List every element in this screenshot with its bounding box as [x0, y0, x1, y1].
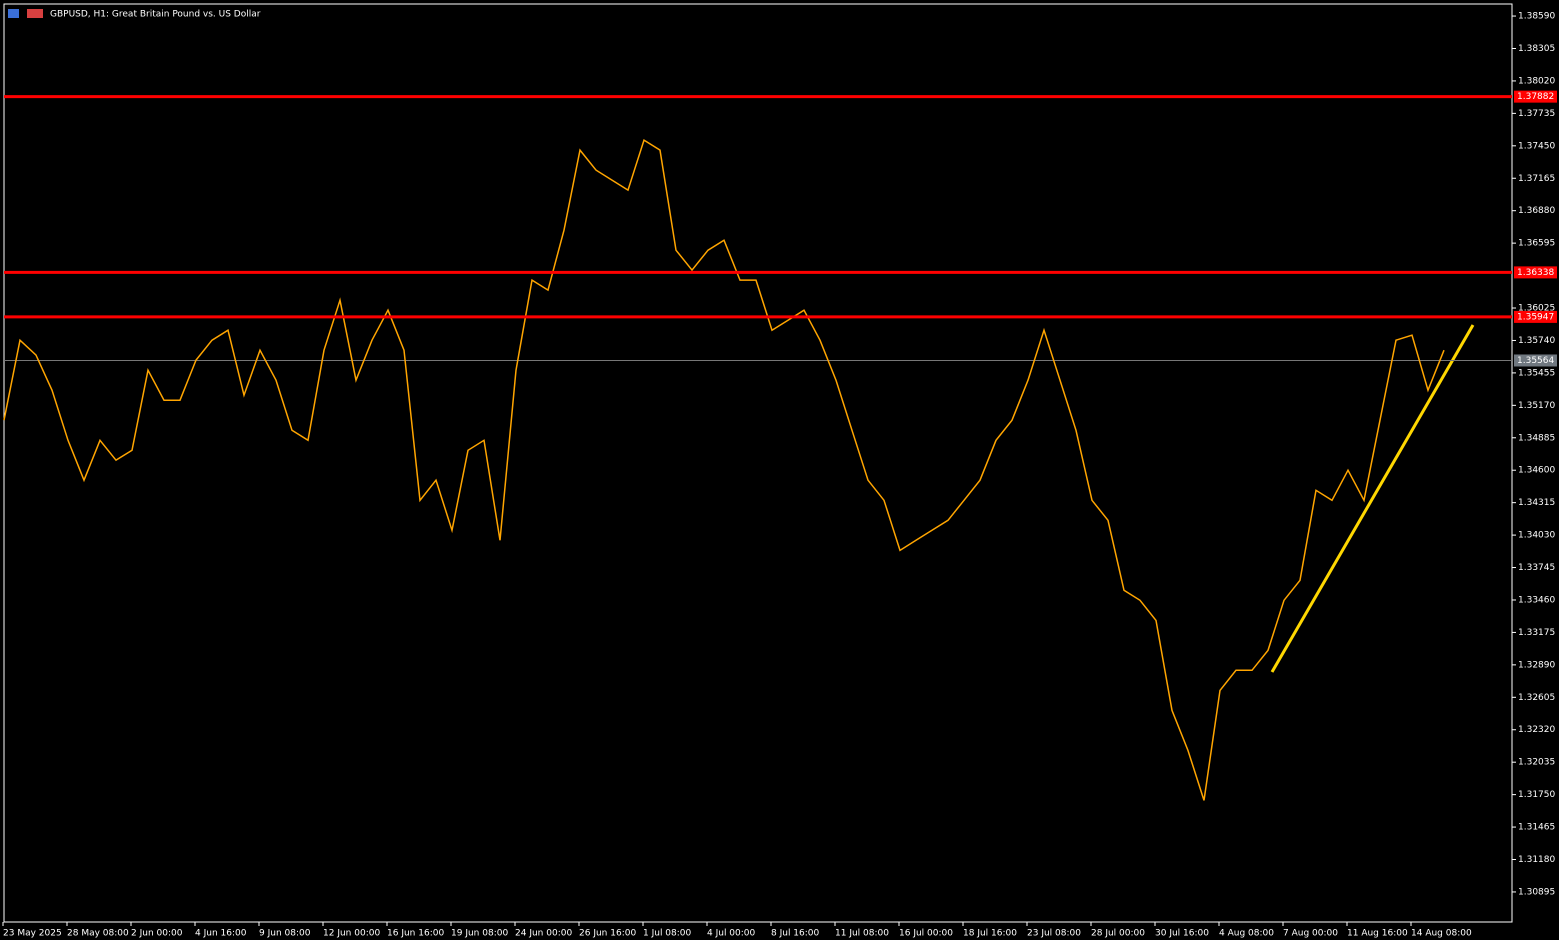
y-tick-label: 1.33460	[1518, 595, 1555, 605]
x-tick-label: 11 Jul 08:00	[835, 929, 889, 939]
x-tick-label: 4 Jun 16:00	[195, 929, 247, 939]
y-tick-label: 1.31465	[1518, 823, 1555, 833]
y-tick-label: 1.35740	[1518, 336, 1555, 346]
y-tick-label: 1.32035	[1518, 758, 1555, 768]
y-tick-label: 1.32320	[1518, 725, 1555, 735]
level-label: 1.35947	[1517, 312, 1554, 322]
y-tick-label: 1.33745	[1518, 563, 1555, 573]
y-tick-label: 1.34030	[1518, 531, 1555, 541]
y-tick-label: 1.35170	[1518, 401, 1555, 411]
x-tick-label: 4 Aug 08:00	[1219, 929, 1274, 939]
y-tick-label: 1.38305	[1518, 44, 1555, 54]
level-label: 1.37882	[1517, 92, 1554, 102]
x-tick-label: 7 Aug 00:00	[1283, 929, 1338, 939]
x-tick-label: 4 Jul 00:00	[707, 929, 756, 939]
y-tick-label: 1.36595	[1518, 239, 1555, 249]
y-tick-label: 1.35455	[1518, 368, 1555, 378]
price-label-bg	[1514, 354, 1557, 367]
x-tick-label: 26 Jun 16:00	[579, 929, 636, 939]
y-tick-label: 1.32890	[1518, 660, 1555, 670]
x-tick-label: 19 Jun 08:00	[451, 929, 508, 939]
x-tick-label: 1 Jul 08:00	[643, 929, 692, 939]
y-tick-label: 1.38590	[1518, 12, 1555, 22]
y-tick-label: 1.37450	[1518, 141, 1555, 151]
chart-title: GBPUSD, H1: Great Britain Pound vs. US D…	[50, 10, 261, 20]
level-label-bg	[1514, 266, 1557, 279]
y-tick-label: 1.32605	[1518, 693, 1555, 703]
current-price-label: 1.35564	[1517, 356, 1554, 366]
y-tick-label: 1.34315	[1518, 498, 1555, 508]
y-tick-label: 1.30895	[1518, 887, 1555, 897]
y-tick-label: 1.36880	[1518, 206, 1555, 216]
x-tick-label: 14 Aug 08:00	[1411, 929, 1472, 939]
x-tick-label: 12 Jun 00:00	[323, 929, 380, 939]
x-tick-label: 16 Jul 00:00	[899, 929, 953, 939]
y-tick-label: 1.31750	[1518, 790, 1555, 800]
x-tick-label: 9 Jun 08:00	[259, 929, 311, 939]
x-tick-label: 23 Jul 08:00	[1027, 929, 1081, 939]
level-label-bg	[1514, 310, 1557, 323]
x-tick-label: 23 May 2025	[3, 929, 62, 939]
y-tick-label: 1.34600	[1518, 466, 1555, 476]
x-tick-label: 24 Jun 00:00	[515, 929, 572, 939]
y-tick-label: 1.37735	[1518, 109, 1555, 119]
x-tick-label: 28 May 08:00	[67, 929, 129, 939]
x-tick-label: 18 Jul 16:00	[963, 929, 1017, 939]
plot-frame	[3, 3, 1513, 923]
price-line	[3, 138, 1445, 801]
y-tick-label: 1.38020	[1518, 76, 1555, 86]
x-tick-label: 2 Jun 00:00	[131, 929, 183, 939]
y-tick-label: 1.31180	[1518, 855, 1555, 865]
icon	[8, 9, 19, 18]
x-tick-label: 28 Jul 00:00	[1091, 929, 1145, 939]
x-tick-label: 16 Jun 16:00	[387, 929, 444, 939]
x-tick-label: 30 Jul 16:00	[1155, 929, 1209, 939]
x-tick-label: 11 Aug 16:00	[1347, 929, 1408, 939]
y-tick-label: 1.36025	[1518, 304, 1555, 314]
trend-line	[1270, 324, 1475, 673]
y-tick-label: 1.37165	[1518, 174, 1555, 184]
icon	[27, 9, 43, 18]
level-label-bg	[1514, 90, 1557, 103]
level-label: 1.36338	[1517, 268, 1554, 278]
x-tick-label: 8 Jul 16:00	[771, 929, 820, 939]
y-tick-label: 1.34885	[1518, 433, 1555, 443]
y-tick-label: 1.33175	[1518, 628, 1555, 638]
